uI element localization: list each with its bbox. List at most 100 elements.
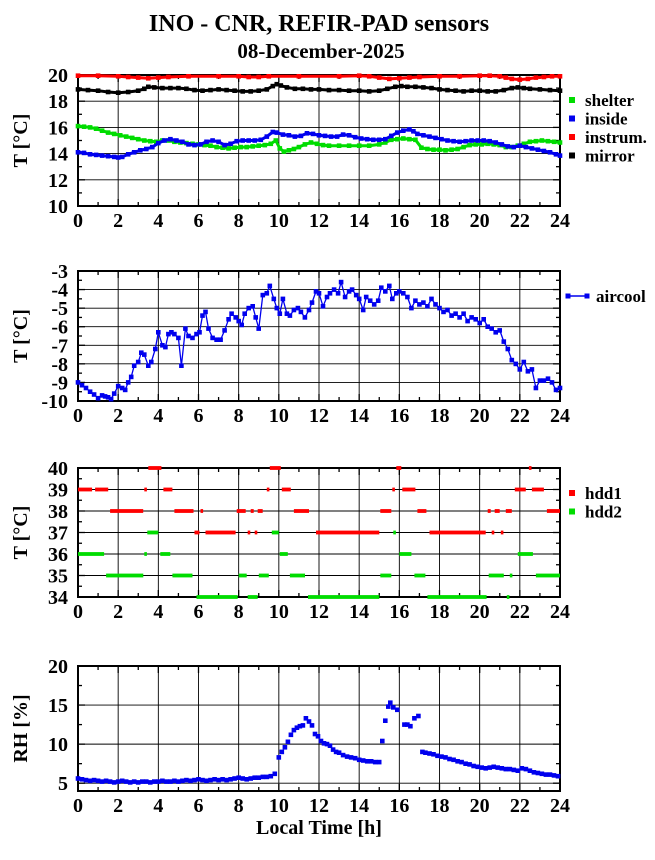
subplot-aircool: 0 2 4 6 8 10 12 14 16 18 20 22 24-10-9-8-7-6-5-4-3T … xyxy=(10,261,646,427)
series-RH xyxy=(75,700,561,785)
series-hdd1 xyxy=(78,466,560,535)
legend-item-hdd1: hdd1 xyxy=(569,484,622,503)
series-instrum xyxy=(75,73,563,82)
y-axis-label-hdd: T [°C] xyxy=(10,506,32,560)
legend-aircool: aircool xyxy=(565,287,646,306)
svg-text:18: 18 xyxy=(430,405,450,427)
legend-label-inside: inside xyxy=(585,110,628,129)
svg-text:10: 10 xyxy=(269,795,289,817)
svg-text:24: 24 xyxy=(550,795,570,817)
svg-text:12: 12 xyxy=(309,405,329,427)
y-axis-label-aircool: T [°C] xyxy=(10,309,32,363)
svg-text:-6: -6 xyxy=(51,317,68,339)
svg-text:8: 8 xyxy=(234,795,244,817)
svg-text:4: 4 xyxy=(153,601,163,623)
svg-text:34: 34 xyxy=(48,587,68,609)
svg-text:8: 8 xyxy=(234,210,244,232)
svg-text:22: 22 xyxy=(510,405,530,427)
svg-text:18: 18 xyxy=(48,91,68,113)
svg-text:15: 15 xyxy=(48,695,68,717)
legend-item-shelter: shelter xyxy=(569,91,635,110)
legend-label-hdd2: hdd2 xyxy=(585,503,622,522)
svg-text:16: 16 xyxy=(48,117,68,139)
svg-text:-3: -3 xyxy=(51,261,68,283)
legend-item-inside: inside xyxy=(569,110,628,129)
page-title: INO - CNR, REFIR-PAD sensors xyxy=(149,11,489,37)
legend-label-hdd1: hdd1 xyxy=(585,484,622,503)
svg-text:6: 6 xyxy=(194,601,204,623)
svg-text:14: 14 xyxy=(48,144,68,166)
grid-aircool xyxy=(78,271,560,401)
svg-text:20: 20 xyxy=(470,405,490,427)
svg-text:22: 22 xyxy=(510,601,530,623)
svg-text:20: 20 xyxy=(48,656,68,678)
legend-item-hdd2: hdd2 xyxy=(569,503,622,522)
svg-text:-7: -7 xyxy=(51,335,68,357)
svg-text:10: 10 xyxy=(48,196,68,218)
svg-text:14: 14 xyxy=(349,210,369,232)
grid-temperatures xyxy=(78,75,560,206)
svg-text:5: 5 xyxy=(58,773,68,795)
tick-labels-aircool: 0 2 4 6 8 10 12 14 16 18 20 22 24-10-9-8-7-6-5-4-3 xyxy=(41,261,570,427)
svg-text:8: 8 xyxy=(234,601,244,623)
svg-text:40: 40 xyxy=(48,458,68,480)
grid-humidity xyxy=(78,666,560,791)
svg-text:24: 24 xyxy=(550,601,570,623)
svg-text:22: 22 xyxy=(510,795,530,817)
series-mirror xyxy=(75,81,563,95)
svg-text:14: 14 xyxy=(349,601,369,623)
svg-text:4: 4 xyxy=(153,795,163,817)
svg-text:18: 18 xyxy=(430,795,450,817)
svg-text:20: 20 xyxy=(470,210,490,232)
svg-text:-8: -8 xyxy=(51,354,68,376)
svg-text:18: 18 xyxy=(430,601,450,623)
svg-text:16: 16 xyxy=(389,795,409,817)
svg-text:10: 10 xyxy=(269,210,289,232)
svg-text:12: 12 xyxy=(309,210,329,232)
series-hdd2 xyxy=(78,530,560,599)
svg-text:36: 36 xyxy=(48,544,68,566)
legend-item-instrum: instrum. xyxy=(569,128,647,147)
svg-text:16: 16 xyxy=(389,601,409,623)
svg-text:37: 37 xyxy=(48,523,68,545)
svg-text:14: 14 xyxy=(349,795,369,817)
svg-text:4: 4 xyxy=(153,210,163,232)
svg-text:10: 10 xyxy=(269,601,289,623)
legend-label-shelter: shelter xyxy=(585,91,635,110)
svg-text:38: 38 xyxy=(48,501,68,523)
svg-text:-10: -10 xyxy=(41,391,68,413)
svg-text:12: 12 xyxy=(309,601,329,623)
y-axis-label-temperatures: T [°C] xyxy=(10,114,32,168)
svg-text:0: 0 xyxy=(73,795,83,817)
svg-text:4: 4 xyxy=(153,405,163,427)
svg-text:2: 2 xyxy=(113,210,123,232)
svg-text:24: 24 xyxy=(550,210,570,232)
svg-text:6: 6 xyxy=(194,210,204,232)
legend-label-aircool: aircool xyxy=(596,287,646,306)
y-axis-label-humidity: RH [%] xyxy=(10,694,32,762)
svg-text:12: 12 xyxy=(48,170,68,192)
svg-text:0: 0 xyxy=(73,210,83,232)
series-inside xyxy=(75,127,563,160)
svg-text:-4: -4 xyxy=(51,280,68,302)
svg-text:2: 2 xyxy=(113,405,123,427)
svg-text:2: 2 xyxy=(113,601,123,623)
page-subtitle: 08-December-2025 xyxy=(237,39,404,63)
series-aircool xyxy=(75,279,563,402)
legend-label-instrum: instrum. xyxy=(585,128,647,147)
svg-text:14: 14 xyxy=(349,405,369,427)
legend-item-aircool: aircool xyxy=(565,287,646,306)
svg-text:10: 10 xyxy=(48,734,68,756)
svg-text:18: 18 xyxy=(430,210,450,232)
ticks-aircool xyxy=(77,270,561,402)
